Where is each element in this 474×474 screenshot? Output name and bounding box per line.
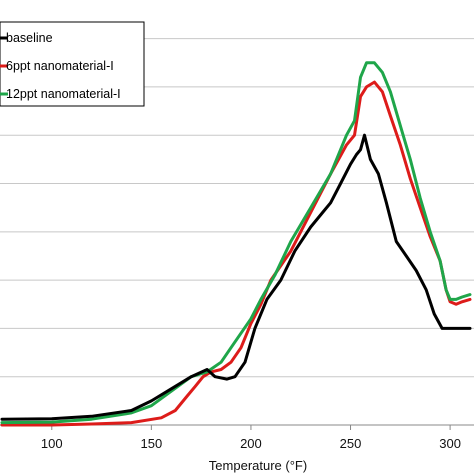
series-line-baseline xyxy=(0,133,472,421)
x-ticks: 100 150 200 250 300 xyxy=(41,425,461,451)
series-line-12ppt-nanomaterial-i xyxy=(0,61,472,425)
series-lines xyxy=(0,61,472,427)
legend-box xyxy=(0,21,145,107)
legend: baseline 6ppt nanomaterial-I 12ppt nanomat… xyxy=(0,21,145,107)
x-tick-label-4: 300 xyxy=(439,436,461,451)
legend-label-1: 6ppt nanomaterial-I xyxy=(6,59,114,73)
legend-label-2: 12ppt nanomaterial-I xyxy=(6,87,121,101)
x-axis-title: Temperature (°F) xyxy=(209,458,307,473)
x-tick-label-3: 250 xyxy=(340,436,362,451)
legend-label-0: baseline xyxy=(6,31,53,45)
x-tick-label-0: 100 xyxy=(41,436,63,451)
x-tick-label-1: 150 xyxy=(141,436,163,451)
x-tick-label-2: 200 xyxy=(240,436,262,451)
